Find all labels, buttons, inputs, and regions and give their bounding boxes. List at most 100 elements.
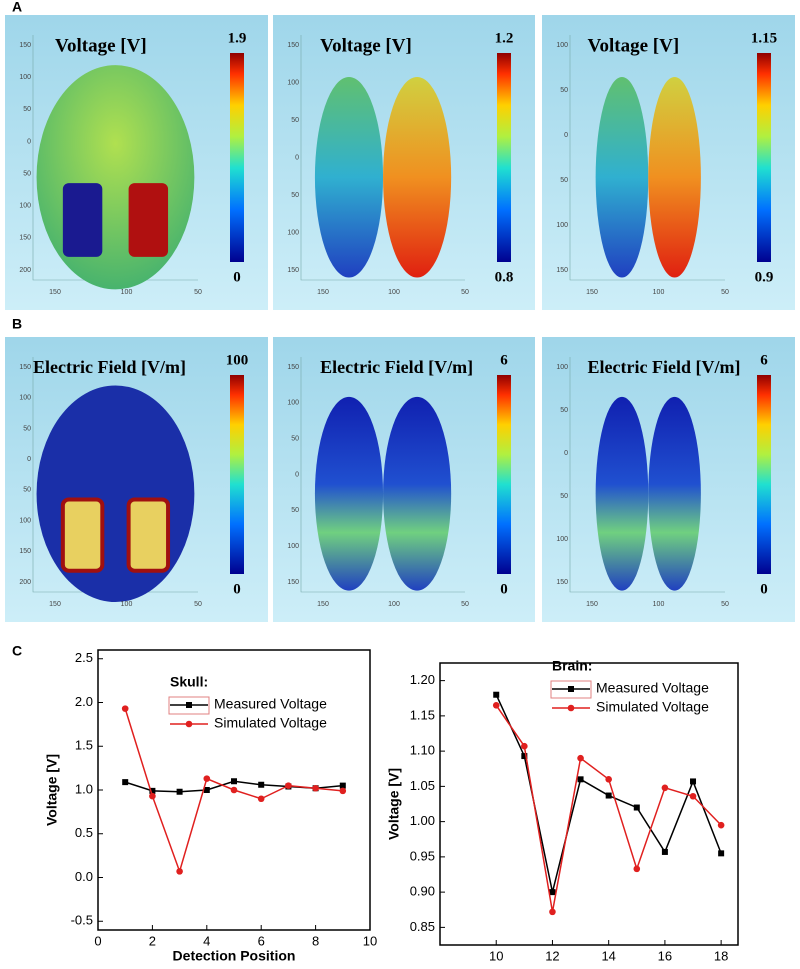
- axis-tick-label: 0: [295, 471, 299, 478]
- marker: [661, 784, 669, 792]
- axis-tick-label: 50: [461, 601, 469, 608]
- marker: [203, 775, 211, 782]
- colorbar-max: 1.2: [495, 30, 514, 46]
- x-tick-label: 12: [545, 948, 559, 963]
- x-tick-label: 6: [258, 933, 265, 948]
- y-tick-label: 1.05: [410, 778, 435, 793]
- electrode: [62, 183, 103, 257]
- axis-tick-label: 150: [317, 289, 329, 296]
- axis-tick-label: 50: [721, 601, 729, 608]
- axis-tick-label: 100: [556, 364, 568, 371]
- colorbar-max: 1.9: [228, 30, 247, 46]
- colorbar-min: 0: [500, 581, 508, 597]
- axis-tick-label: 0: [564, 450, 568, 457]
- electrode: [60, 497, 105, 573]
- panel-title: Electric Field [V/m]: [588, 357, 741, 377]
- head: [36, 65, 195, 290]
- axis-tick-label: 100: [556, 536, 568, 543]
- colorbar: [230, 375, 244, 574]
- x-tick-label: 10: [363, 933, 377, 948]
- colorbar-min: 0.9: [755, 269, 774, 285]
- marker: [258, 781, 265, 788]
- marker: [230, 786, 238, 794]
- axis-tick-label: 50: [291, 192, 299, 199]
- marker: [633, 804, 640, 811]
- axis-tick-label: 150: [556, 579, 568, 586]
- axis-tick-label: 50: [560, 407, 568, 414]
- x-tick-label: 2: [149, 933, 156, 948]
- axis-tick-label: 150: [287, 42, 299, 49]
- axis-tick-label: 100: [653, 289, 665, 296]
- marker: [121, 705, 129, 712]
- axis-tick-label: 50: [291, 507, 299, 514]
- axis-tick-label: 150: [49, 289, 61, 296]
- marker: [203, 787, 210, 793]
- legend-label: Measured Voltage: [214, 696, 327, 712]
- hemisphere-right: [383, 76, 452, 278]
- legend-highlight: [550, 680, 592, 699]
- axis-tick-label: 0: [564, 132, 568, 139]
- legend-marker: [185, 720, 193, 728]
- panel-title: Voltage [V]: [588, 35, 680, 56]
- hemisphere-left: [314, 396, 384, 591]
- hemisphere-right: [648, 76, 701, 278]
- axis-tick-label: 50: [721, 289, 729, 296]
- colorbar-max: 1.15: [751, 30, 777, 46]
- panel-title: Voltage [V]: [320, 35, 412, 56]
- axis-tick-label: 100: [388, 289, 400, 296]
- head: [36, 385, 195, 603]
- marker: [176, 868, 183, 875]
- marker: [339, 787, 347, 795]
- marker: [717, 821, 725, 829]
- axis-tick-label: 150: [287, 364, 299, 371]
- axis-tick-label: 50: [291, 436, 299, 443]
- y-tick-label: 0.5: [75, 825, 93, 840]
- y-tick-label: 0.85: [410, 919, 435, 934]
- marker: [312, 784, 319, 792]
- axis-tick-label: 50: [23, 170, 31, 177]
- colorbar-min: 0: [233, 269, 241, 285]
- marker: [690, 778, 697, 785]
- hemisphere-right: [648, 396, 701, 591]
- marker: [149, 792, 156, 800]
- y-axis-label: Voltage [V]: [386, 768, 402, 840]
- x-tick-label: 14: [601, 948, 615, 963]
- hemisphere-right: [383, 396, 452, 591]
- marker: [577, 776, 584, 783]
- legend-marker: [567, 704, 575, 712]
- marker: [231, 778, 237, 785]
- x-axis-label: Detection Position: [173, 948, 296, 964]
- y-axis-label: Voltage [V]: [44, 754, 60, 826]
- colorbar-min: 0.8: [495, 269, 514, 285]
- axis-tick-label: 200: [19, 579, 31, 586]
- panel-letter: A: [12, 0, 22, 15]
- axis-tick-label: 200: [19, 267, 31, 274]
- axis-tick-label: 100: [388, 601, 400, 608]
- axis-tick-label: 50: [23, 106, 31, 113]
- y-tick-label: 2.0: [75, 694, 93, 709]
- marker: [689, 792, 697, 800]
- marker: [577, 754, 584, 762]
- panel-title: Voltage [V]: [55, 35, 147, 56]
- marker: [521, 753, 528, 760]
- y-tick-label: 1.0: [75, 781, 93, 796]
- colorbar: [757, 375, 771, 574]
- y-tick-label: 1.5: [75, 738, 93, 753]
- x-tick-label: 4: [203, 933, 210, 948]
- axis-tick-label: 100: [19, 203, 31, 210]
- axis-tick-label: 100: [19, 74, 31, 81]
- axis-tick-label: 100: [556, 42, 568, 49]
- axis-tick-label: 100: [287, 543, 299, 550]
- marker: [521, 742, 528, 750]
- axis-tick-label: 100: [19, 395, 31, 402]
- axis-tick-label: 100: [556, 222, 568, 229]
- marker: [605, 776, 612, 783]
- hemisphere-left: [595, 396, 649, 591]
- marker: [549, 889, 556, 896]
- colorbar: [497, 53, 511, 262]
- legend-marker: [568, 686, 574, 692]
- axis-tick-label: 0: [27, 138, 31, 145]
- axis-tick-label: 50: [291, 117, 299, 124]
